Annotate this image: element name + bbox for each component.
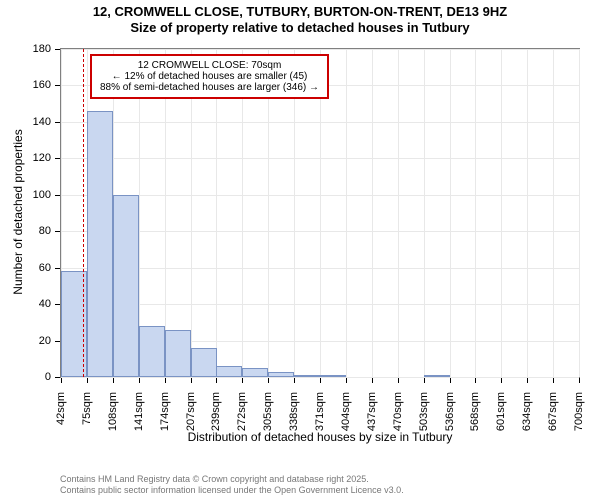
histogram-bar xyxy=(113,195,139,377)
x-tick-label: 207sqm xyxy=(185,392,197,492)
x-tick-label: 536sqm xyxy=(444,392,456,492)
y-tick-mark xyxy=(55,341,60,342)
y-tick-label: 160 xyxy=(0,79,51,91)
annotation-line: ← 12% of detached houses are smaller (45… xyxy=(100,71,319,82)
x-gridline xyxy=(501,49,502,377)
y-tick-label: 80 xyxy=(0,225,51,237)
x-tick-label: 634sqm xyxy=(521,392,533,492)
y-tick-label: 20 xyxy=(0,335,51,347)
y-tick-label: 100 xyxy=(0,189,51,201)
x-tick-mark xyxy=(216,378,217,383)
histogram-bar xyxy=(268,372,294,377)
x-tick-mark xyxy=(113,378,114,383)
histogram-bar xyxy=(242,368,268,377)
x-gridline xyxy=(398,49,399,377)
annotation-line: 12 CROMWELL CLOSE: 70sqm xyxy=(100,60,319,71)
x-gridline xyxy=(450,49,451,377)
histogram-bar xyxy=(216,366,242,377)
y-tick-mark xyxy=(55,85,60,86)
y-tick-mark xyxy=(55,304,60,305)
y-tick-label: 60 xyxy=(0,262,51,274)
x-tick-label: 141sqm xyxy=(133,392,145,492)
x-gridline xyxy=(424,49,425,377)
x-tick-label: 42sqm xyxy=(55,392,67,492)
x-tick-label: 503sqm xyxy=(418,392,430,492)
histogram-bar xyxy=(424,375,450,377)
x-tick-mark xyxy=(424,378,425,383)
x-tick-mark xyxy=(320,378,321,383)
x-tick-label: 75sqm xyxy=(81,392,93,492)
x-tick-label: 404sqm xyxy=(340,392,352,492)
y-tick-mark xyxy=(55,195,60,196)
title-line-1: 12, CROMWELL CLOSE, TUTBURY, BURTON-ON-T… xyxy=(0,4,600,20)
x-gridline xyxy=(475,49,476,377)
x-gridline xyxy=(553,49,554,377)
histogram-bar xyxy=(294,375,320,377)
histogram-bar xyxy=(320,375,346,377)
x-tick-label: 239sqm xyxy=(210,392,222,492)
x-tick-label: 272sqm xyxy=(236,392,248,492)
x-tick-label: 371sqm xyxy=(314,392,326,492)
y-tick-mark xyxy=(55,122,60,123)
histogram-bar xyxy=(139,326,165,377)
x-tick-label: 470sqm xyxy=(392,392,404,492)
x-tick-mark xyxy=(501,378,502,383)
annotation-box: 12 CROMWELL CLOSE: 70sqm← 12% of detache… xyxy=(90,54,329,99)
x-tick-label: 667sqm xyxy=(547,392,559,492)
x-tick-mark xyxy=(87,378,88,383)
y-tick-mark xyxy=(55,377,60,378)
x-tick-label: 437sqm xyxy=(366,392,378,492)
x-tick-mark xyxy=(191,378,192,383)
property-size-chart: 12, CROMWELL CLOSE, TUTBURY, BURTON-ON-T… xyxy=(0,0,600,500)
x-tick-mark xyxy=(372,378,373,383)
x-tick-mark xyxy=(139,378,140,383)
y-tick-label: 180 xyxy=(0,43,51,55)
y-tick-label: 0 xyxy=(0,371,51,383)
histogram-bar xyxy=(165,330,191,377)
highlight-line xyxy=(83,49,84,377)
chart-title: 12, CROMWELL CLOSE, TUTBURY, BURTON-ON-T… xyxy=(0,4,600,37)
x-tick-mark xyxy=(398,378,399,383)
y-tick-mark xyxy=(55,49,60,50)
x-tick-mark xyxy=(242,378,243,383)
x-tick-mark xyxy=(294,378,295,383)
x-gridline xyxy=(579,49,580,377)
x-gridline xyxy=(527,49,528,377)
x-tick-mark xyxy=(268,378,269,383)
y-tick-label: 140 xyxy=(0,116,51,128)
histogram-bar xyxy=(87,111,113,377)
x-tick-mark xyxy=(553,378,554,383)
x-tick-mark xyxy=(165,378,166,383)
annotation-line: 88% of semi-detached houses are larger (… xyxy=(100,82,319,93)
x-tick-label: 338sqm xyxy=(288,392,300,492)
histogram-bar xyxy=(191,348,217,377)
y-tick-mark xyxy=(55,231,60,232)
x-tick-label: 568sqm xyxy=(469,392,481,492)
x-gridline xyxy=(346,49,347,377)
x-tick-mark xyxy=(61,378,62,383)
x-tick-label: 305sqm xyxy=(262,392,274,492)
title-line-2: Size of property relative to detached ho… xyxy=(0,20,600,36)
y-tick-mark xyxy=(55,268,60,269)
x-tick-mark xyxy=(475,378,476,383)
x-tick-label: 108sqm xyxy=(107,392,119,492)
y-tick-label: 40 xyxy=(0,298,51,310)
x-tick-mark xyxy=(346,378,347,383)
y-tick-mark xyxy=(55,158,60,159)
x-tick-mark xyxy=(527,378,528,383)
x-tick-mark xyxy=(450,378,451,383)
x-gridline xyxy=(372,49,373,377)
y-axis-label: Number of detached properties xyxy=(11,47,25,377)
x-tick-mark xyxy=(579,378,580,383)
x-tick-label: 174sqm xyxy=(159,392,171,492)
y-tick-label: 120 xyxy=(0,152,51,164)
x-tick-label: 700sqm xyxy=(573,392,585,492)
x-tick-label: 601sqm xyxy=(495,392,507,492)
